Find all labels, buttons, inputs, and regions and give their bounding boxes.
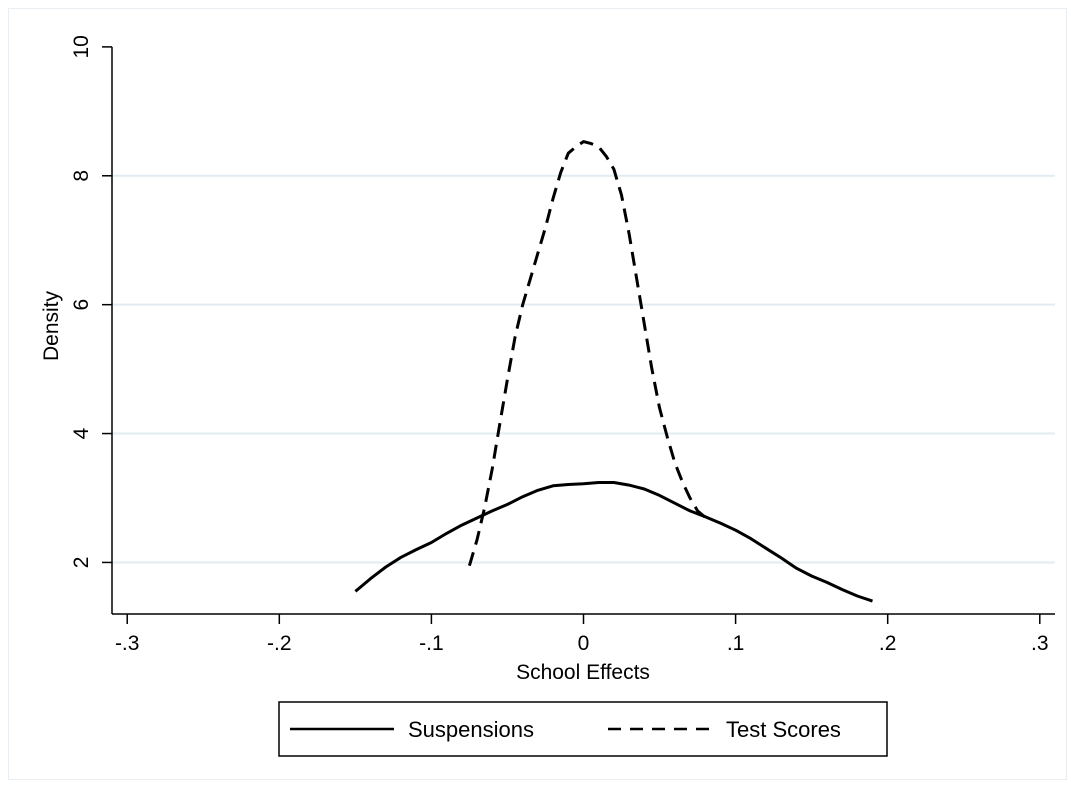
y-axis-title: Density <box>40 290 63 361</box>
x-tick-label: -.2 <box>267 632 292 655</box>
y-tick-label: 6 <box>70 299 93 311</box>
series-line-test-scores <box>467 140 707 567</box>
x-axis-title: School Effects <box>516 661 650 684</box>
x-axis-ticks: -.3 -.2 -.1 0 .1 .2 .3 <box>115 614 1049 655</box>
x-tick-label: -.1 <box>419 632 444 655</box>
y-axis-ticks: 2 4 6 8 10 <box>70 35 112 568</box>
series-line-suspensions <box>354 481 873 603</box>
legend: Suspensions Test Scores <box>278 701 888 757</box>
x-tick-label: .2 <box>879 632 897 655</box>
legend-label-suspensions: Suspensions <box>408 717 534 742</box>
y-tick-label: 10 <box>70 35 93 58</box>
series-lines <box>354 140 873 603</box>
y-tick-label: 4 <box>70 427 93 439</box>
y-tick-label: 2 <box>70 557 93 569</box>
x-tick-label: 0 <box>578 632 590 655</box>
x-tick-label: -.3 <box>115 632 140 655</box>
axes <box>111 46 1055 615</box>
chart-frame <box>8 8 1067 780</box>
grid-lines <box>112 174 1055 564</box>
x-tick-label: .3 <box>1031 632 1049 655</box>
y-tick-label: 8 <box>70 170 93 182</box>
legend-label-test-scores: Test Scores <box>726 717 841 742</box>
x-tick-label: .1 <box>727 632 745 655</box>
